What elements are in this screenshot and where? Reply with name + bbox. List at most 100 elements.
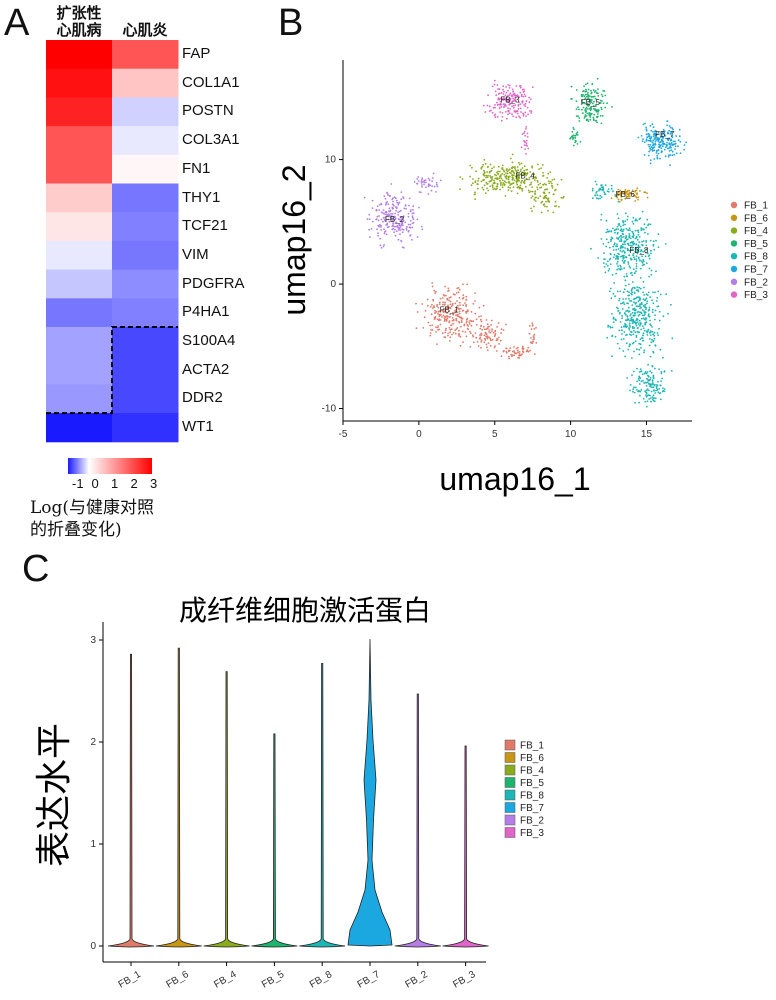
umap-point (448, 299, 450, 302)
umap-point (497, 165, 500, 168)
umap-point (493, 79, 496, 82)
umap-point (458, 310, 461, 313)
umap-point (492, 331, 495, 334)
umap-point (652, 333, 654, 336)
umap-point (423, 316, 426, 319)
umap-point (624, 243, 626, 246)
umap-point (659, 293, 662, 296)
umap-point (632, 268, 635, 271)
umap-point (491, 167, 493, 170)
umap-cluster-fb-3 (482, 79, 534, 155)
umap-point (438, 310, 441, 313)
umap-point (639, 394, 641, 397)
umap-point (474, 180, 477, 183)
umap-point (661, 135, 664, 138)
umap-point (496, 104, 499, 106)
umap-point (633, 256, 635, 259)
heatmap-row-label: POSTN (182, 102, 234, 120)
umap-point (436, 326, 439, 329)
umap-point (495, 339, 498, 342)
umap-legend-label: FB_3 (744, 290, 768, 301)
umap-point (412, 205, 415, 208)
umap-point (627, 297, 630, 300)
umap-point (411, 238, 413, 241)
umap-point (466, 283, 468, 286)
umap-point (647, 233, 649, 235)
umap-point (645, 293, 648, 296)
umap-point (622, 291, 625, 294)
heatmap-cell (112, 97, 179, 127)
umap-point (640, 135, 643, 137)
umap-point (631, 374, 633, 376)
heatmap-cell (112, 355, 179, 385)
umap-point (492, 182, 495, 185)
umap-point (401, 218, 404, 221)
umap-point (505, 169, 508, 172)
umap-point (635, 289, 638, 291)
umap-point (524, 134, 527, 137)
umap-point (491, 184, 494, 187)
umap-point (455, 317, 458, 320)
umap-point (647, 224, 649, 227)
umap-point (635, 336, 638, 339)
umap-point (523, 93, 526, 96)
umap-point (485, 335, 488, 338)
umap-point (670, 142, 673, 145)
umap-point (622, 338, 625, 340)
umap-legend-key (730, 265, 738, 273)
umap-point (487, 174, 489, 177)
umap-point (671, 134, 674, 137)
umap-point (391, 213, 394, 215)
umap-point (385, 211, 388, 214)
umap-point (623, 275, 626, 278)
umap-point (502, 329, 505, 331)
umap-point (626, 249, 629, 252)
umap-point (658, 310, 661, 313)
umap-point (457, 287, 460, 289)
umap-y-axis-label: umap16_2 (276, 164, 312, 315)
umap-point (438, 315, 441, 318)
umap-point (488, 171, 491, 174)
umap-point (651, 123, 654, 126)
umap-point (596, 121, 598, 124)
umap-point (616, 260, 619, 263)
umap-point (618, 222, 620, 225)
umap-point (523, 182, 526, 185)
umap-point (654, 397, 657, 400)
umap-point (595, 190, 598, 193)
umap-point (585, 88, 587, 91)
umap-point (431, 177, 434, 179)
umap-point (616, 255, 618, 257)
umap-point (378, 209, 381, 212)
heatmap-column-header-line: 心肌炎 (122, 22, 168, 39)
umap-point (529, 349, 531, 352)
umap-point (600, 108, 603, 111)
umap-point (647, 252, 649, 255)
umap-point (487, 342, 490, 344)
umap-point (508, 100, 511, 102)
umap-point (637, 248, 639, 251)
umap-point (496, 84, 499, 86)
umap-point (627, 229, 629, 231)
umap-point (429, 324, 431, 327)
umap-point (472, 178, 474, 180)
umap-point (508, 357, 511, 360)
umap-point (631, 189, 634, 192)
umap-point (609, 263, 612, 265)
umap-point (435, 290, 437, 293)
umap-point (633, 242, 636, 245)
umap-point (531, 195, 534, 198)
umap-point (649, 162, 652, 165)
umap-point (509, 108, 512, 110)
umap-point (585, 106, 588, 109)
umap-point (628, 195, 631, 198)
umap-point (506, 117, 508, 120)
umap-point (498, 170, 501, 173)
umap-point (530, 337, 532, 339)
umap-point (624, 197, 627, 200)
umap-point (390, 215, 393, 218)
umap-point (670, 370, 673, 372)
umap-point (588, 100, 591, 103)
umap-point (466, 310, 469, 313)
umap-point (560, 178, 563, 181)
